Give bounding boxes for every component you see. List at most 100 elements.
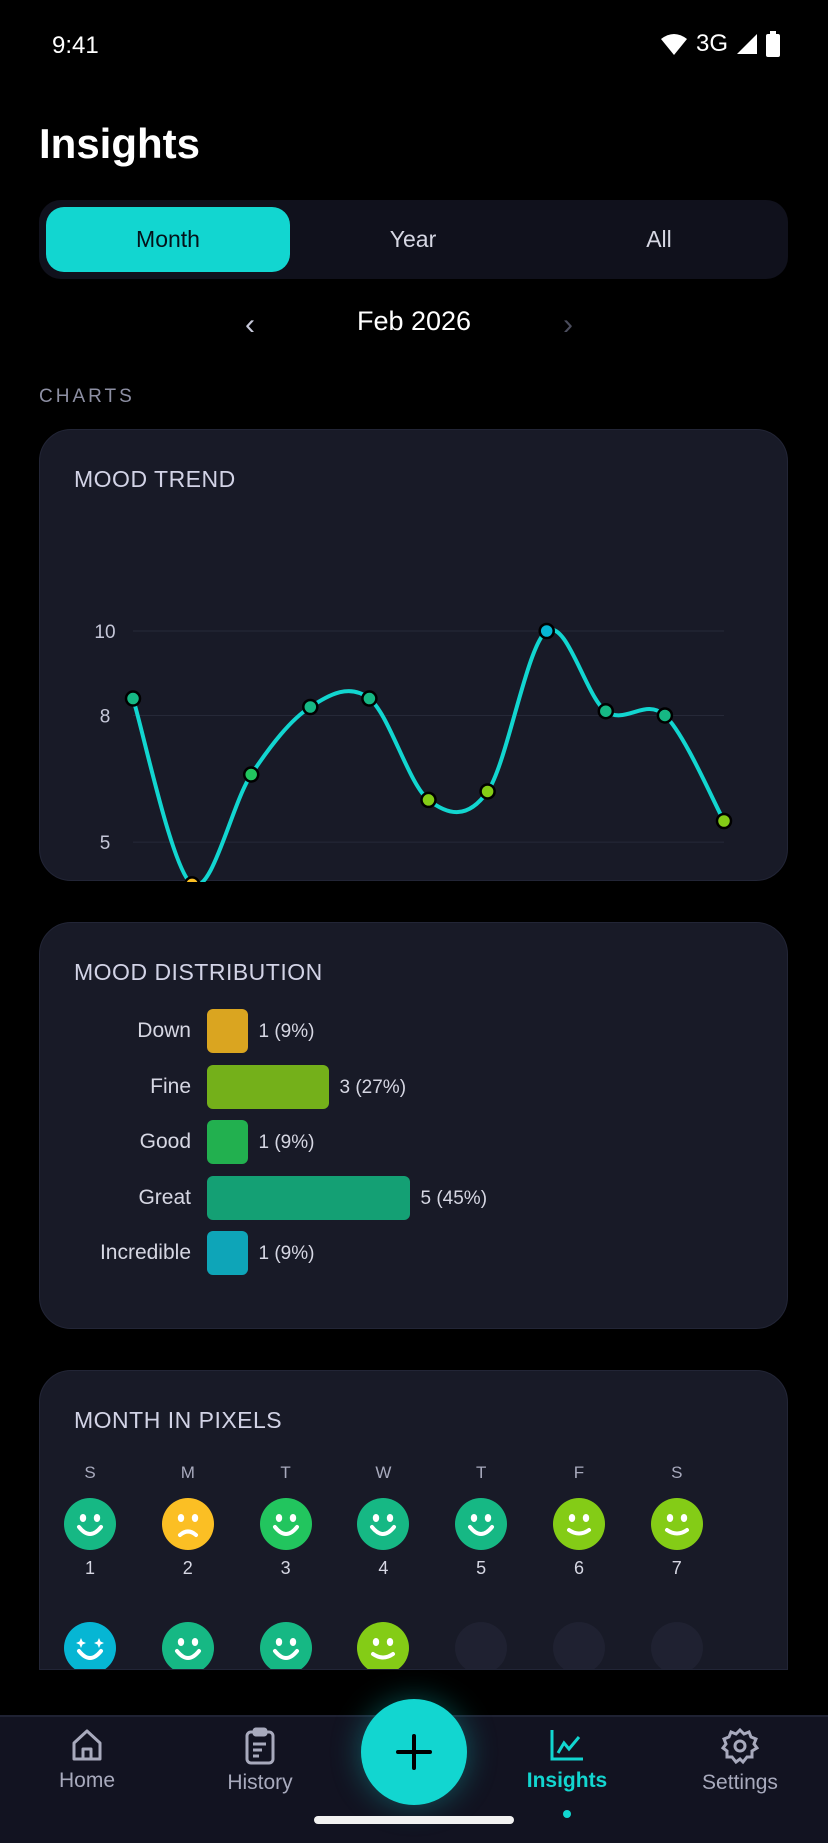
period-segmented-control: Month Year All [39,200,788,279]
smiley-face-icon[interactable] [356,1497,410,1551]
status-icons: 3G [660,30,780,58]
card-title: MOOD TREND [74,466,236,492]
signal-icon [737,34,757,54]
bar-value: 5 (45%) [420,1187,488,1209]
mood-trend-card: MOOD TREND 108531Feb 1Feb 4Feb 6Feb 9Feb… [39,429,788,882]
bar [207,1175,410,1220]
bar-label: Down [137,1019,191,1042]
home-icon [72,1729,102,1761]
bar [207,1120,248,1164]
mood-distribution-card: MOOD DISTRIBUTION Down 1 (9%) Fine 3 (27%… [39,922,788,1329]
data-point[interactable] [184,876,201,882]
card-title: MONTH IN PIXELS [74,1407,283,1433]
sad-face-icon[interactable] [161,1497,215,1551]
day-number: 5 [476,1558,487,1578]
y-tick-label: 10 [94,622,115,643]
bar-label: Great [138,1185,191,1209]
data-point[interactable] [479,783,496,800]
distribution-row: Down 1 (9%) [40,1009,740,1053]
trend-line [131,627,726,882]
empty-day-cell[interactable] [552,1621,606,1670]
plus-icon [396,1734,432,1770]
data-point[interactable] [538,622,555,640]
data-point[interactable] [715,812,733,830]
month-in-pixels-card: MONTH IN PIXELS S M T W T F S 1 2 3 4 5 6 7 [39,1370,788,1670]
empty-day-cell[interactable] [454,1621,508,1670]
nav-settings[interactable]: Settings [670,1727,810,1795]
distribution-row: Good 1 (9%) [40,1120,740,1164]
add-entry-button[interactable] [361,1699,467,1805]
y-tick-label: 5 [100,833,111,854]
smiley-face-icon[interactable] [356,1621,410,1670]
smiley-face-icon[interactable] [63,1497,117,1551]
nav-label: History [227,1771,293,1794]
mood-trend-chart: 108531Feb 1Feb 4Feb 6Feb 9Feb 11 [94,622,733,882]
card-title: MOOD DISTRIBUTION [74,959,323,985]
weekday-label: W [375,1463,392,1482]
bar-value: 1 (9%) [258,1243,315,1264]
page-title: Insights [39,120,201,167]
day-number: 2 [182,1558,193,1578]
distribution-row: Incredible 1 (9%) [40,1231,740,1275]
data-point[interactable] [656,707,674,724]
bar-label: Fine [150,1074,191,1098]
weekday-label: S [84,1463,96,1482]
clipboard-icon [245,1727,275,1765]
data-point[interactable] [124,690,142,707]
nav-insights[interactable]: Insights [497,1727,637,1793]
wifi-icon [660,34,687,55]
empty-day-cell[interactable] [650,1621,704,1670]
bar-label: Good [139,1130,191,1153]
day-number: 4 [378,1558,389,1578]
date-label: Feb 2026 [356,306,472,336]
weekday-label: S [671,1463,683,1482]
smiley-face-icon[interactable] [552,1497,606,1551]
smiley-face-icon[interactable] [259,1497,313,1551]
weekday-label: T [475,1463,487,1482]
data-point[interactable] [597,702,615,720]
battery-icon [766,31,780,57]
section-label: CHARTS [39,386,135,407]
tab-year[interactable]: Year [389,226,437,252]
chevron-right-icon[interactable]: › [563,308,573,341]
weekday-label: F [573,1463,585,1482]
bar-label: Incredible [99,1241,191,1264]
star-eyes-face-icon[interactable] [63,1621,117,1670]
data-point[interactable] [242,766,260,783]
smiley-face-icon[interactable] [650,1497,704,1551]
bar [207,1231,248,1275]
smiley-face-icon[interactable] [161,1621,215,1670]
nav-history[interactable]: History [190,1727,330,1795]
data-point[interactable] [420,791,437,809]
day-number: 1 [84,1558,95,1578]
distribution-row: Fine 3 (27%) [40,1064,740,1109]
bar-value: 1 (9%) [258,1021,315,1042]
chart-icon [550,1730,583,1761]
smiley-face-icon[interactable] [259,1621,313,1670]
nav-label: Insights [526,1769,608,1792]
home-indicator [314,1816,514,1824]
network-label: 3G [695,30,728,57]
weekday-label: T [280,1463,291,1482]
nav-label: Home [58,1769,116,1792]
data-point[interactable] [361,690,378,707]
gear-icon [721,1727,759,1765]
bar-value: 1 (9%) [258,1132,315,1153]
chevron-left-icon[interactable]: ‹ [245,308,255,341]
day-number: 7 [671,1558,682,1578]
data-point[interactable] [302,698,319,716]
nav-home[interactable]: Home [17,1727,157,1793]
distribution-row: Great 5 (45%) [40,1175,740,1220]
tab-all[interactable]: All [646,226,672,252]
day-number: 6 [573,1558,584,1578]
bar [207,1064,329,1109]
weekday-label: M [180,1463,195,1482]
bar-value: 3 (27%) [339,1076,407,1098]
status-time: 9:41 [52,32,99,59]
smiley-face-icon[interactable] [454,1497,508,1551]
y-tick-label: 8 [100,706,111,727]
day-number: 3 [280,1558,291,1578]
active-indicator [563,1810,571,1818]
nav-label: Settings [702,1771,778,1794]
tab-month[interactable]: Month [46,207,290,272]
